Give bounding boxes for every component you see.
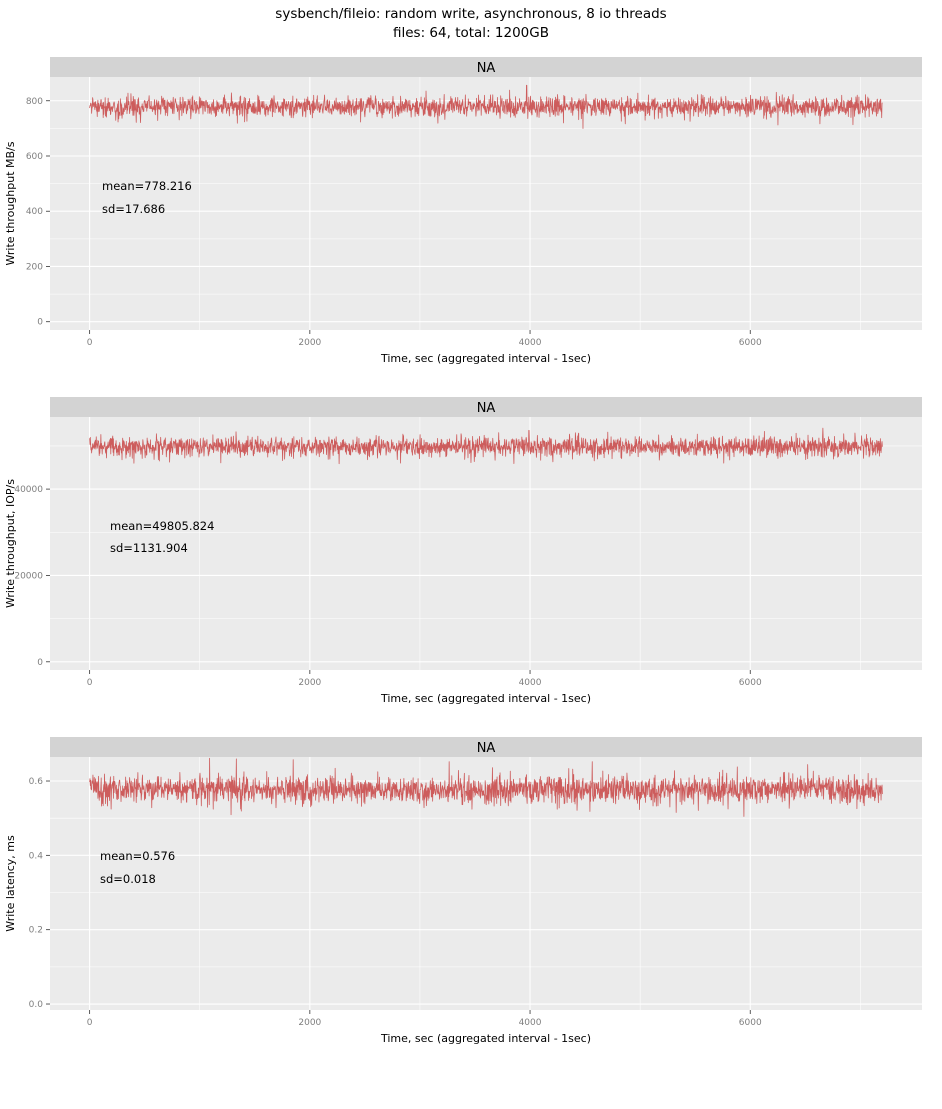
y-axis-title: Write throughput, IOP/s — [4, 479, 17, 608]
x-tick-label: 2000 — [298, 678, 321, 688]
x-tick-label: 2000 — [298, 1018, 321, 1028]
x-tick-label: 0 — [87, 338, 93, 348]
y-tick-label: 20000 — [14, 571, 43, 581]
panel-background — [50, 77, 922, 330]
x-tick-label: 6000 — [739, 338, 762, 348]
strip-background — [50, 57, 922, 77]
y-tick-label: 0.2 — [29, 926, 43, 936]
y-tick-label: 0 — [37, 658, 43, 668]
series-line-write-latency-ms — [89, 757, 883, 817]
figure-title: sysbench/fileio: random write, asynchron… — [0, 0, 942, 43]
chart-write-throughput-iops: NA 0 2000 4000 6000 0 20000 40000 Time, sec (agg… — [0, 392, 942, 710]
chart-write-latency-ms: NA 0 2000 4000 6000 0.0 0.2 0.4 0.6 Time, sec (ag… — [0, 732, 942, 1050]
strip-background — [50, 397, 922, 417]
x-tick-label: 6000 — [739, 1018, 762, 1028]
x-tick-label: 4000 — [519, 678, 542, 688]
sd-annotation: sd=0.018 — [100, 872, 156, 886]
figure-title-line1: sysbench/fileio: random write, asynchron… — [275, 6, 667, 22]
y-tick-label: 600 — [26, 152, 43, 162]
y-tick-label: 0.6 — [29, 777, 44, 787]
x-axis-title: Time, sec (aggregated interval - 1sec) — [380, 692, 591, 705]
axis-ticks — [46, 780, 751, 1014]
y-axis-title: Write latency, ms — [4, 835, 17, 932]
x-tick-label: 4000 — [519, 1018, 542, 1028]
mean-annotation: mean=0.576 — [100, 849, 175, 863]
mean-annotation: mean=49805.824 — [110, 519, 214, 533]
chart-3-svg: NA 0 2000 4000 6000 0.0 0.2 0.4 0.6 Time, sec (ag… — [4, 737, 922, 1045]
strip-label: NA — [477, 61, 496, 76]
chart-write-throughput-mbs: NA 0 2000 4000 6000 0 200 400 600 800 Time, sec (a… — [0, 52, 942, 370]
series-line-write-throughput-iops — [89, 427, 883, 465]
x-tick-label: 6000 — [739, 678, 762, 688]
chart-1-svg: NA 0 2000 4000 6000 0 200 400 600 800 Time, sec (a… — [4, 57, 922, 365]
strip-label: NA — [477, 741, 496, 756]
figure: sysbench/fileio: random write, asynchron… — [0, 0, 942, 1050]
sd-annotation: sd=17.686 — [102, 202, 165, 216]
y-tick-label: 200 — [26, 262, 43, 272]
grid-minor — [50, 77, 922, 330]
x-tick-label: 2000 — [298, 338, 321, 348]
y-tick-label: 0 — [37, 318, 43, 328]
strip-background — [50, 737, 922, 757]
panel-background — [50, 417, 922, 670]
chart-2-svg: NA 0 2000 4000 6000 0 20000 40000 Time, sec (agg… — [4, 397, 922, 705]
strip-label: NA — [477, 401, 496, 416]
x-tick-label: 4000 — [519, 338, 542, 348]
y-tick-label: 800 — [26, 97, 43, 107]
y-tick-label: 0.0 — [29, 1000, 44, 1010]
series-line-write-throughput-mbs — [89, 84, 883, 129]
axis-ticks — [46, 488, 751, 674]
x-axis-title: Time, sec (aggregated interval - 1sec) — [380, 1032, 591, 1045]
y-tick-label: 400 — [26, 207, 43, 217]
y-axis-title: Write throughput MB/s — [4, 141, 17, 265]
x-axis-title: Time, sec (aggregated interval - 1sec) — [380, 352, 591, 365]
grid-major — [50, 417, 922, 670]
x-tick-label: 0 — [87, 1018, 93, 1028]
y-tick-label: 40000 — [14, 485, 43, 495]
axis-ticks — [46, 100, 751, 334]
mean-annotation: mean=778.216 — [102, 179, 192, 193]
figure-title-line2: files: 64, total: 1200GB — [393, 25, 549, 41]
sd-annotation: sd=1131.904 — [110, 541, 188, 555]
y-tick-label: 0.4 — [29, 851, 44, 861]
x-tick-label: 0 — [87, 678, 93, 688]
